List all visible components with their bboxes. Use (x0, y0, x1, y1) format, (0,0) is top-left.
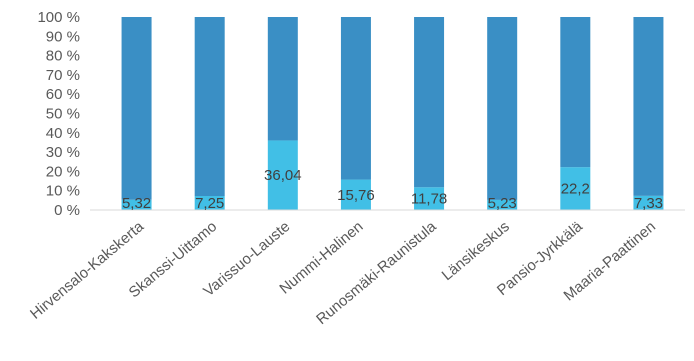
data-labels: 5,32 7,25 36,04 15,76 11,78 5,23 22,2 7,33 (122, 167, 663, 212)
data-label: 7,33 (634, 195, 663, 212)
bar-segment-upper (633, 17, 664, 196)
y-tick-label: 90 % (46, 28, 80, 45)
bar-segment-upper (414, 17, 445, 188)
bar-segment-upper (340, 17, 371, 180)
bar-segment-lower (194, 196, 225, 210)
bar-segment-lower (487, 199, 518, 210)
data-label: 7,25 (195, 195, 224, 212)
data-label: 5,32 (122, 195, 151, 212)
bar-segment-lower (340, 179, 371, 210)
bar-segment-upper (560, 17, 591, 168)
bar-segment-lower (414, 187, 445, 210)
y-tick-label: 60 % (46, 86, 80, 103)
y-tick-label: 30 % (46, 144, 80, 161)
x-tick-label: Länsikeskus (439, 218, 513, 284)
bars (121, 17, 664, 210)
bar-segment-lower (267, 140, 298, 210)
bar-segment-lower (560, 167, 591, 210)
y-tick-label: 80 % (46, 48, 80, 65)
data-label: 11,78 (411, 191, 447, 208)
bar-segment-upper (267, 17, 298, 141)
bar-segment-upper (194, 17, 225, 197)
data-label: 15,76 (337, 187, 375, 204)
y-tick-label: 50 % (46, 106, 80, 123)
y-tick-label: 10 % (46, 183, 80, 200)
data-label: 5,23 (488, 195, 517, 212)
y-axis: 0 % 10 % 20 % 30 % 40 % 50 % 60 % 70 % 80 % 90 % 1… (37, 9, 80, 219)
x-tick-label: Hirvensalo-Kakskerta (27, 218, 148, 323)
y-tick-label: 100 % (37, 9, 80, 26)
y-tick-label: 70 % (46, 67, 80, 84)
y-tick-label: 20 % (46, 163, 80, 180)
bar-segment-lower (633, 195, 664, 210)
x-axis: Hirvensalo-KakskertaSkanssi-UittamoVaris… (27, 218, 659, 328)
bar-segment-lower (121, 199, 152, 210)
bar-segment-upper (487, 17, 518, 200)
data-label: 36,04 (264, 167, 302, 184)
y-tick-label: 40 % (46, 125, 80, 142)
data-label: 22,2 (561, 181, 590, 198)
x-tick-label: Runosmäki-Raunistula (313, 218, 440, 328)
y-tick-label: 0 % (54, 202, 80, 219)
bar-segment-upper (121, 17, 152, 200)
